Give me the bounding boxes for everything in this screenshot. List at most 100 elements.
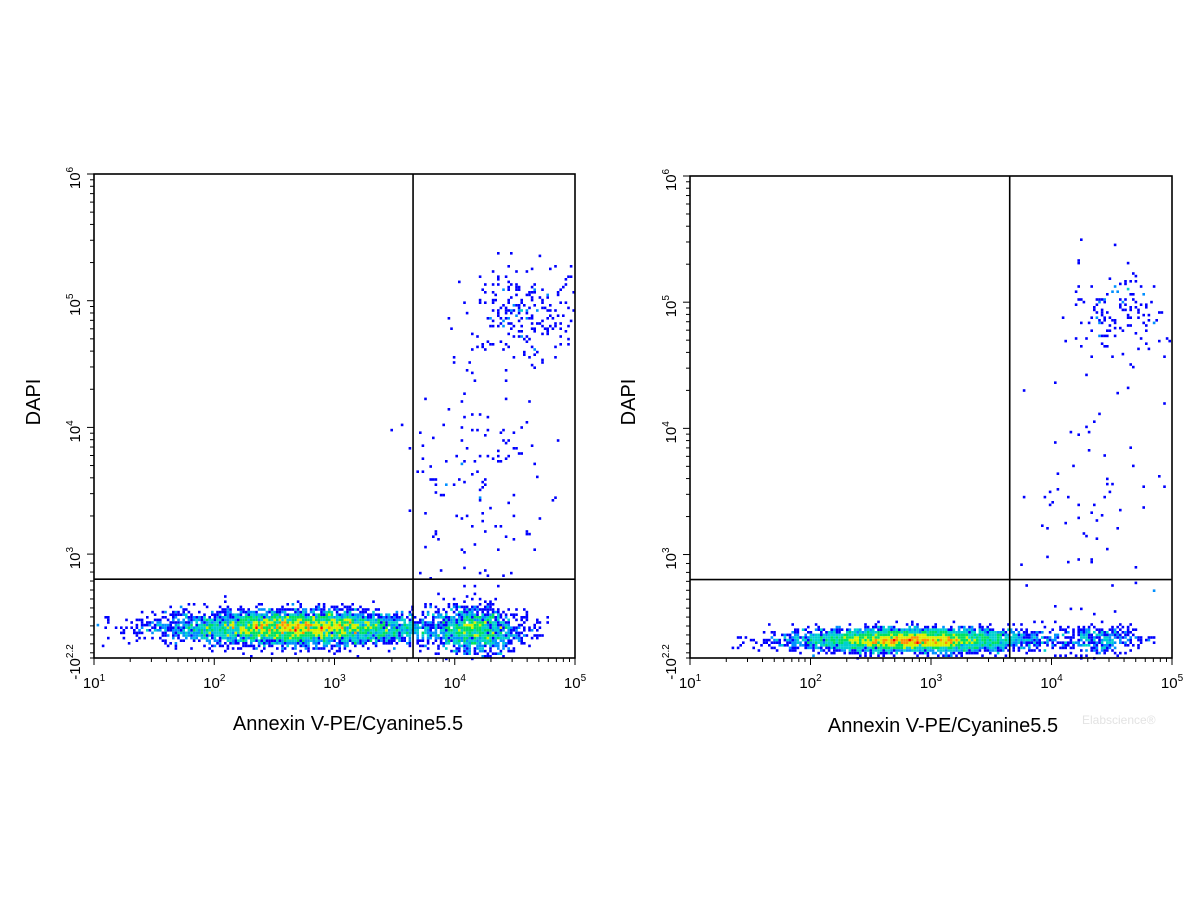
event-dot: [148, 629, 152, 632]
event-dot: [242, 642, 245, 645]
event-dot: [1113, 631, 1117, 634]
event-dot: [174, 610, 178, 614]
event-dot: [778, 644, 781, 647]
event-dot: [1072, 631, 1075, 634]
event-dot: [530, 267, 534, 271]
event-dot: [138, 631, 141, 635]
event-dot: [309, 618, 313, 622]
event-dot: [1100, 321, 1104, 325]
event-dot: [299, 603, 302, 606]
event-dot: [1103, 644, 1106, 647]
event-dot: [1030, 649, 1034, 652]
event-dot: [289, 613, 292, 616]
event-dot: [994, 631, 997, 634]
event-dot: [497, 631, 500, 635]
event-dot: [455, 647, 458, 650]
event-dot: [286, 634, 289, 637]
event-dot: [424, 631, 427, 635]
event-dot: [851, 641, 854, 644]
event-dot: [177, 629, 180, 632]
event-dot: [161, 610, 165, 614]
event-dot: [455, 642, 458, 645]
event-dot: [320, 626, 323, 629]
event-dot: [1119, 641, 1122, 644]
event-dot: [1119, 636, 1122, 639]
event-dot: [528, 293, 531, 297]
event-dot: [294, 652, 297, 655]
event-dot: [364, 642, 367, 645]
event-dot: [408, 634, 412, 637]
event-dot: [478, 454, 482, 458]
event-dot: [432, 623, 435, 627]
event-dot: [400, 423, 404, 427]
event-dot: [200, 636, 204, 640]
event-dot: [874, 649, 878, 652]
event-dot: [330, 610, 334, 614]
event-dot: [1090, 511, 1093, 514]
event-dot: [299, 618, 302, 622]
event-dot: [286, 616, 289, 619]
event-dot: [312, 639, 315, 642]
event-dot: [442, 636, 445, 640]
event-dot: [335, 634, 339, 637]
event-dot: [1152, 636, 1156, 639]
event-dot: [335, 629, 339, 632]
event-dot: [216, 618, 219, 622]
event-dot: [374, 626, 378, 629]
event-dot: [419, 621, 422, 624]
event-dot: [255, 610, 258, 614]
event-dot: [468, 644, 471, 648]
event-dot: [343, 631, 347, 635]
event-dot: [309, 631, 313, 635]
event-dot: [239, 613, 243, 616]
event-dot: [343, 613, 347, 616]
event-dot: [848, 628, 852, 631]
event-dot: [229, 634, 232, 637]
event-dot: [1087, 633, 1091, 637]
event-dot: [1108, 324, 1112, 327]
event-dot: [1152, 589, 1156, 592]
event-dot: [1124, 641, 1127, 644]
event-dot: [1033, 620, 1036, 624]
event-dot: [890, 636, 893, 639]
event-dot: [861, 641, 865, 644]
event-dot: [853, 628, 857, 631]
event-dot: [185, 621, 188, 624]
event-dot: [1009, 638, 1013, 642]
event-dot: [429, 603, 432, 606]
event-dot: [939, 631, 943, 634]
event-dot: [250, 655, 253, 658]
event-dot: [497, 454, 500, 458]
event-dot: [504, 644, 508, 648]
event-dot: [986, 649, 989, 652]
event-dot: [1090, 558, 1093, 561]
event-dot: [947, 638, 950, 642]
event-dot: [426, 642, 430, 645]
event-dot: [986, 638, 989, 642]
event-dot: [994, 636, 997, 639]
event-dot: [937, 641, 940, 644]
event-dot: [1098, 638, 1101, 642]
event-dot: [859, 654, 862, 657]
event-dot: [255, 639, 258, 642]
event-dot: [770, 646, 774, 650]
event-dot: [1126, 638, 1130, 642]
event-dot: [226, 629, 230, 632]
event-dot: [1038, 649, 1041, 652]
event-dot: [1113, 319, 1117, 322]
event-dot: [955, 654, 958, 657]
event-dot: [512, 514, 516, 518]
event-dot: [895, 646, 898, 650]
event-dot: [374, 636, 378, 640]
event-dot: [1030, 641, 1034, 644]
event-dot: [1137, 311, 1140, 314]
event-dot: [916, 649, 919, 652]
event-dot: [859, 631, 862, 634]
event-dot: [369, 629, 373, 632]
event-dot: [1015, 633, 1018, 637]
event-dot: [476, 623, 479, 627]
event-dot: [944, 633, 948, 637]
event-dot: [973, 644, 976, 647]
event-dot: [406, 631, 409, 635]
event-dot: [481, 644, 484, 648]
